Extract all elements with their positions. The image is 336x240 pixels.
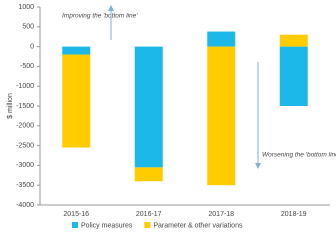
y-tick-label: -4000 [16,202,34,209]
legend-swatch [72,222,78,228]
x-tick-label: 2017-18 [208,211,234,218]
chart: $ million -4000 -3500 -3000 -2500 -2000 -1500… [7,4,336,230]
x-tick-label: 2018-19 [281,211,307,218]
x-tick-label: 2015-16 [63,211,89,218]
y-tick-label: -1000 [16,83,34,90]
bar [207,31,236,47]
y-tick-label: -2000 [16,123,34,130]
y-axis-label: $ million [7,93,14,119]
y-tick-label: 1000 [18,4,34,11]
bar [279,34,308,47]
y-tick-label: -1500 [16,103,34,110]
y-tick-label: -2500 [16,142,34,149]
annotation: Improving the 'bottom line' [62,13,138,20]
bar [134,46,163,168]
y-tick-label: -500 [20,63,34,70]
annotation: Worsening the 'bottom line' [262,152,336,159]
y-tick-label: -3500 [16,182,34,189]
legend-swatch [144,222,151,228]
bar [62,54,91,148]
y-tick-label: -3000 [16,162,34,169]
legend-label: Parameter & other variations [153,222,243,229]
bar [207,46,236,186]
x-tick-label: 2016-17 [136,211,162,218]
bar [62,46,91,55]
y-tick-label: 500 [22,24,34,31]
bar [279,46,308,106]
legend-label: Policy measures [81,222,133,229]
y-tick-label: 0 [30,43,34,50]
bar [134,167,163,182]
